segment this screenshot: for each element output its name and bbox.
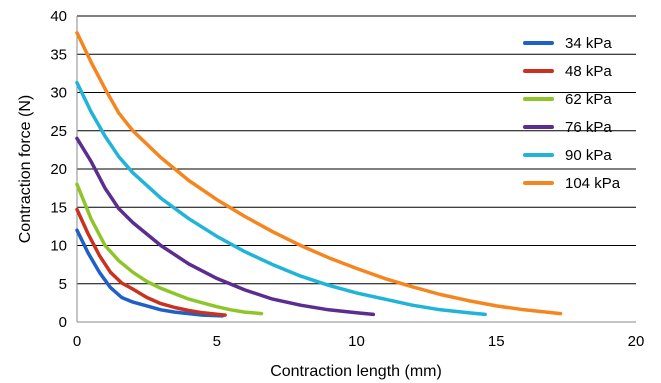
y-tick-0: 0	[59, 314, 67, 331]
y-tick-labels: 0 5 10 15 20 25 30 35 40	[50, 8, 67, 331]
y-tick-30: 30	[50, 85, 67, 102]
series-line-34-kpa	[75, 228, 225, 318]
axes	[76, 16, 636, 323]
y-tick-5: 5	[59, 276, 67, 293]
legend-label-62-kpa: 62 kPa	[565, 91, 612, 108]
series-line-90-kpa	[75, 80, 487, 317]
x-tick-10: 10	[348, 333, 365, 350]
legend-label-90-kpa: 90 kPa	[565, 147, 612, 164]
gridlines	[77, 15, 636, 285]
legend-label-48-kpa: 48 kPa	[565, 63, 612, 80]
legend: 34 kPa 48 kPa 62 kPa 76 kPa 90 kPa 104 kPa	[523, 35, 621, 192]
x-tick-0: 0	[73, 333, 81, 350]
legend-label-104-kpa: 104 kPa	[565, 175, 621, 192]
series-line-76-kpa	[75, 136, 376, 317]
y-tick-20: 20	[50, 161, 67, 178]
x-tick-20: 20	[628, 333, 645, 350]
x-tick-labels: 0 5 10 15 20	[73, 333, 645, 350]
x-tick-5: 5	[213, 333, 221, 350]
x-axis-title: Contraction length (mm)	[270, 363, 442, 380]
series-line-104-kpa	[75, 31, 563, 316]
legend-label-34-kpa: 34 kPa	[565, 35, 612, 52]
y-axis-title: Contraction force (N)	[17, 95, 34, 244]
y-tick-40: 40	[50, 8, 67, 25]
x-tick-15: 15	[488, 333, 505, 350]
y-tick-25: 25	[50, 123, 67, 140]
series-line-62-kpa	[75, 182, 264, 316]
series-lines	[75, 31, 563, 318]
y-tick-15: 15	[50, 199, 67, 216]
series-line-48-kpa	[75, 207, 227, 317]
legend-label-76-kpa: 76 kPa	[565, 119, 612, 136]
y-tick-35: 35	[50, 46, 67, 63]
y-tick-10: 10	[50, 238, 67, 255]
